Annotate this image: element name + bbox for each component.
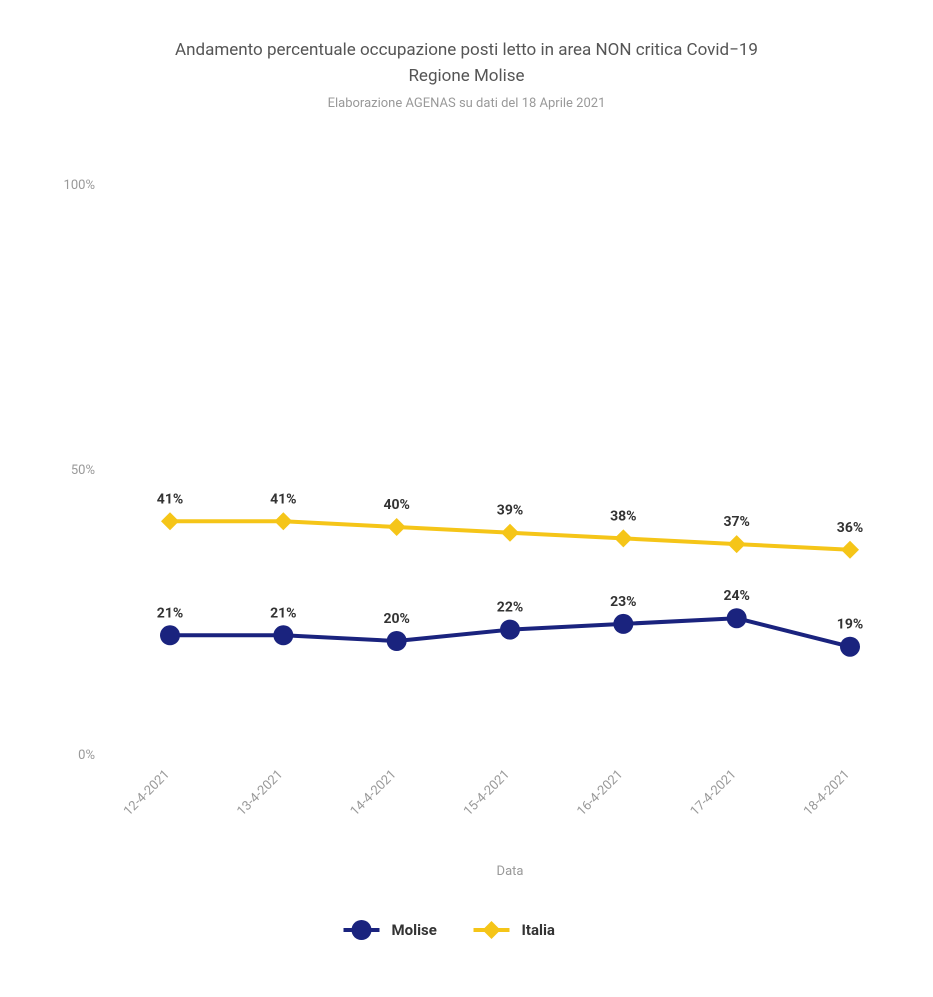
legend-marker-molise — [352, 920, 372, 940]
marker-molise — [273, 625, 293, 645]
x-tick-label: 17-4-2021 — [688, 767, 740, 819]
chart-container: Andamento percentuale occupazione posti … — [0, 0, 933, 993]
marker-italia — [728, 535, 746, 553]
y-tick-label: 50% — [71, 463, 95, 478]
marker-italia — [161, 512, 179, 530]
x-tick-label: 12-4-2021 — [121, 767, 173, 819]
legend-marker-italia — [483, 921, 501, 939]
chart-title-line1: Andamento percentuale occupazione posti … — [175, 40, 758, 60]
x-tick-label: 15-4-2021 — [461, 767, 513, 819]
legend-label-molise: Molise — [392, 921, 437, 939]
legend-label-italia: Italia — [522, 921, 555, 939]
marker-molise — [160, 625, 180, 645]
data-label-molise: 20% — [383, 611, 409, 627]
marker-italia — [388, 518, 406, 536]
data-label-molise: 21% — [270, 605, 296, 621]
marker-italia — [274, 512, 292, 530]
data-label-italia: 38% — [610, 508, 636, 524]
marker-molise — [500, 620, 520, 640]
x-tick-label: 14-4-2021 — [348, 767, 400, 819]
data-label-molise: 24% — [723, 588, 749, 604]
data-label-molise: 21% — [157, 605, 183, 621]
data-label-molise: 19% — [837, 617, 863, 633]
marker-molise — [613, 614, 633, 634]
data-label-italia: 36% — [837, 520, 863, 536]
marker-molise — [727, 608, 747, 628]
marker-molise — [840, 637, 860, 657]
data-label-molise: 22% — [497, 600, 523, 616]
x-tick-label: 16-4-2021 — [574, 767, 626, 819]
chart-subtitle: Elaborazione AGENAS su dati del 18 April… — [328, 96, 606, 111]
x-tick-label: 18-4-2021 — [801, 767, 853, 819]
chart-svg: Andamento percentuale occupazione posti … — [0, 0, 933, 993]
marker-italia — [614, 529, 632, 547]
marker-italia — [501, 524, 519, 542]
x-axis-title: Data — [497, 864, 524, 879]
x-tick-label: 13-4-2021 — [234, 767, 286, 819]
marker-italia — [841, 541, 859, 559]
y-tick-label: 100% — [64, 178, 95, 193]
data-label-italia: 41% — [270, 491, 296, 507]
data-label-italia: 40% — [383, 497, 409, 513]
data-label-molise: 23% — [610, 594, 636, 610]
data-label-italia: 39% — [497, 503, 523, 519]
chart-title-line2: Regione Molise — [408, 66, 524, 86]
y-tick-label: 0% — [78, 748, 95, 763]
marker-molise — [387, 631, 407, 651]
data-label-italia: 41% — [157, 491, 183, 507]
data-label-italia: 37% — [723, 514, 749, 530]
